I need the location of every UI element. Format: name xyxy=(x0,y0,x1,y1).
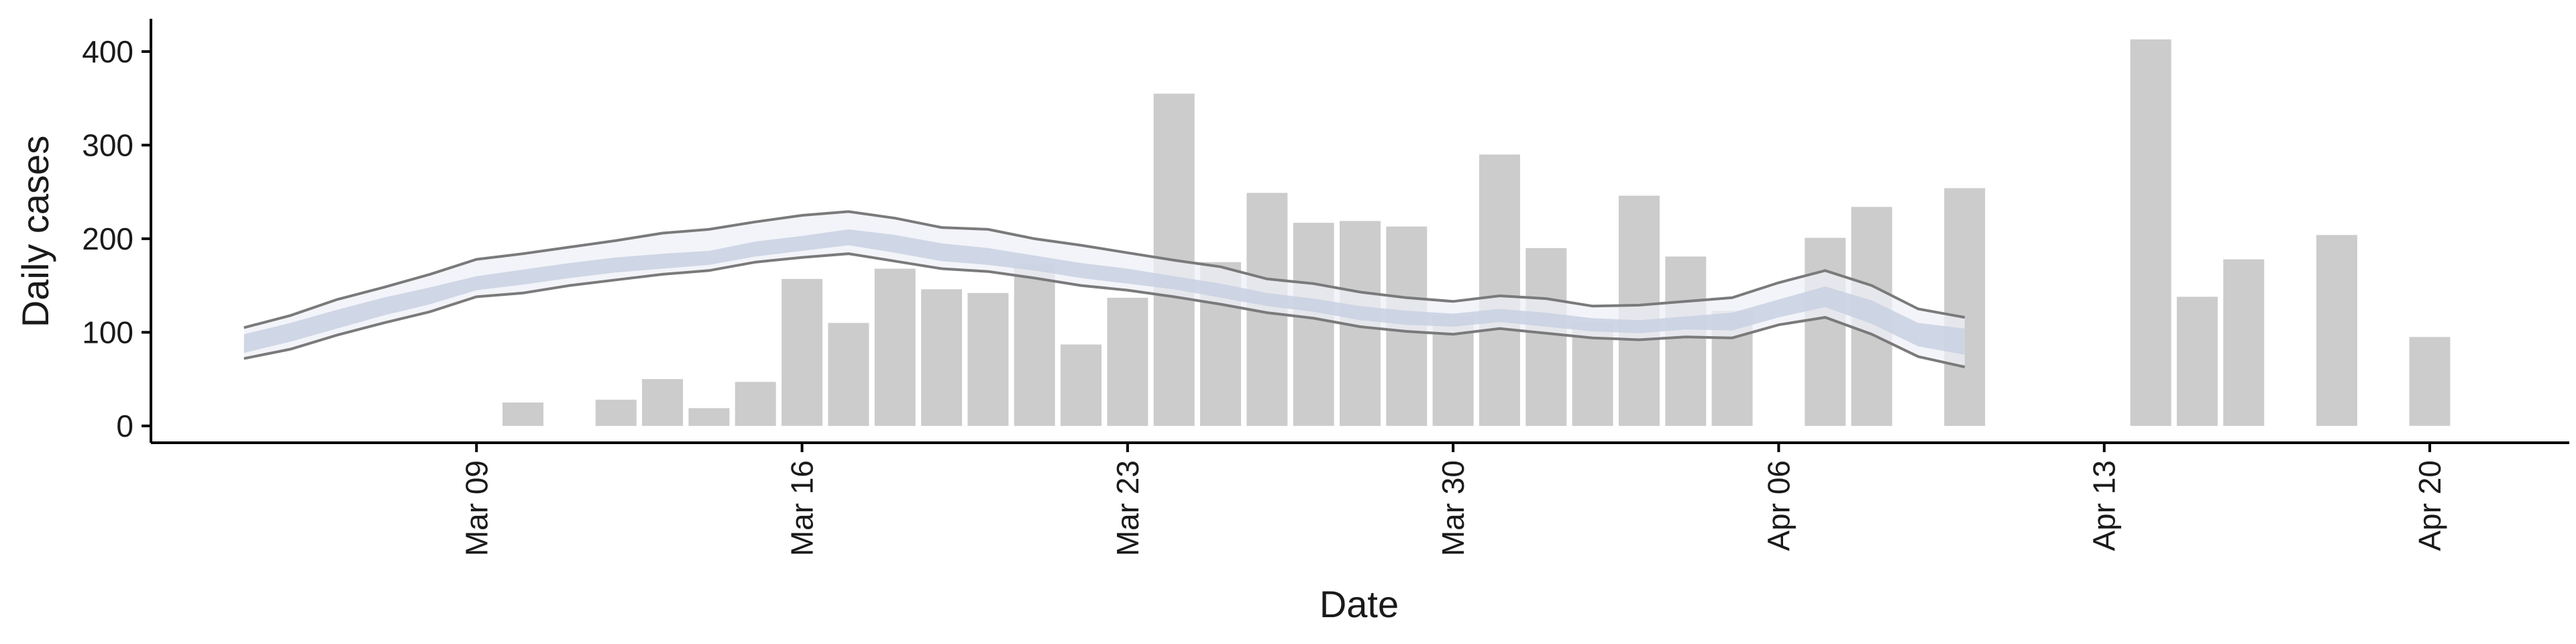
inner-credible-band xyxy=(244,229,1965,355)
case-bar xyxy=(642,379,684,426)
case-bar xyxy=(1061,344,1102,426)
case-bar xyxy=(1014,264,1055,426)
x-tick-label: Mar 30 xyxy=(1436,460,1470,556)
axes-layer: 0 100 200 300 400 Mar 09 Mar 16 Mar 23 Mar 30 Apr… xyxy=(82,19,2569,556)
case-bar xyxy=(2223,259,2265,426)
case-bar xyxy=(874,268,916,426)
case-bar xyxy=(2316,235,2357,426)
y-tick-label: 100 xyxy=(82,315,133,350)
case-bar xyxy=(735,382,776,426)
x-tick-label: Mar 16 xyxy=(785,460,820,556)
band-layer xyxy=(244,210,1966,368)
x-tick-label: Mar 23 xyxy=(1110,460,1145,556)
x-tick-label: Mar 09 xyxy=(459,460,494,556)
case-bar xyxy=(2130,39,2171,426)
case-bar xyxy=(1525,248,1567,426)
y-tick-label: 400 xyxy=(82,34,133,69)
x-axis-title: Date xyxy=(1320,583,1399,625)
case-bar xyxy=(688,408,730,426)
y-tick-label: 200 xyxy=(82,221,133,256)
lower-band-edge xyxy=(244,252,1966,368)
case-bar xyxy=(782,278,823,426)
case-bar xyxy=(1944,188,1986,426)
y-axis-title: Daily cases xyxy=(14,136,56,327)
case-bar xyxy=(595,399,637,426)
upper-band-edge xyxy=(244,210,1966,329)
case-bar xyxy=(1665,256,1707,426)
y-tick-label: 0 xyxy=(116,409,133,443)
case-bar xyxy=(1572,323,1613,426)
case-bar xyxy=(921,289,963,426)
y-tick-label: 300 xyxy=(82,127,133,162)
x-tick-label: Apr 06 xyxy=(1761,460,1796,551)
case-bar xyxy=(967,292,1009,426)
case-bar xyxy=(2409,337,2451,426)
case-bar xyxy=(1805,237,1846,426)
case-bar xyxy=(502,402,544,426)
case-bar xyxy=(1293,223,1334,426)
case-bar xyxy=(2176,297,2218,426)
case-bar xyxy=(828,323,869,426)
case-bar xyxy=(1479,154,1520,426)
x-tick-label: Apr 20 xyxy=(2412,460,2447,551)
x-tick-label: Apr 13 xyxy=(2087,460,2122,551)
outer-credible-band xyxy=(244,211,1965,367)
case-bar xyxy=(1107,297,1148,426)
